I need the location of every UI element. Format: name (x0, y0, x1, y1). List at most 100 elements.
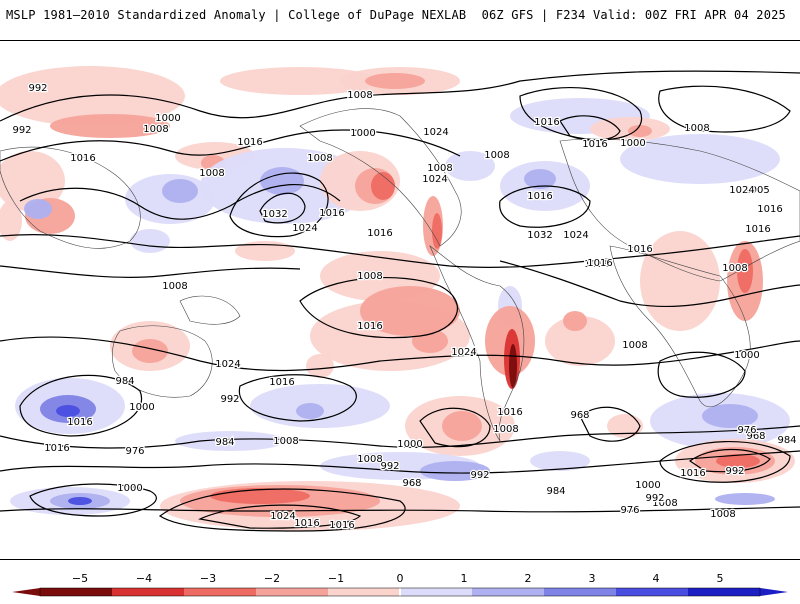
anomaly-region (360, 286, 460, 336)
isobar-label: 1016 (757, 204, 782, 215)
anomaly-region (0, 151, 65, 211)
anomaly-region (175, 431, 285, 451)
coastline (559, 138, 800, 282)
anomaly-region (130, 229, 170, 253)
isobar-label: 984 (115, 376, 134, 387)
isobar-label: 1008 (307, 153, 332, 164)
isobar-label: 1032 (527, 230, 552, 241)
anomaly-region (0, 201, 22, 241)
isobar-label: 1008 (622, 340, 647, 351)
colorbar-tick-label: 4 (653, 572, 660, 585)
isobar (19, 374, 143, 437)
isobar (499, 185, 591, 228)
anomaly-region (715, 493, 775, 505)
map-panel: 992 992 1008 1000 1016 1008 1016 1008 1000 1024 10… (0, 40, 800, 560)
isobar-label: 976 (737, 425, 756, 436)
colorbar-tick-label: 0 (397, 572, 404, 585)
isobar (158, 488, 406, 532)
colorbar-tick-label: −1 (328, 572, 344, 585)
isobar (238, 374, 357, 422)
isobar (658, 85, 791, 133)
colorbar-swatch (256, 588, 328, 596)
isobar-label: 1000 (117, 483, 142, 494)
isobar-label: 1008 (484, 150, 509, 161)
anomaly-region (524, 169, 556, 189)
anomaly-region (412, 329, 448, 353)
isobar-label: 1016 (367, 228, 392, 239)
isobar-label: 1008 (684, 123, 709, 134)
isobar-label: 1008 (427, 163, 452, 174)
isobar-label: 1016 (44, 443, 69, 454)
isobar (0, 425, 800, 449)
isobar-label: 1016 (269, 377, 294, 388)
isobar-label: 1024 (215, 359, 240, 370)
isobar-label: 1016 (587, 258, 612, 269)
colorbar-swatch (328, 588, 400, 596)
isobar (559, 115, 621, 141)
colorbar-tick-label: −3 (200, 572, 216, 585)
isobar-label: 1000 (635, 480, 660, 491)
isobar-label: 968 (746, 431, 765, 442)
colorbar-swatch (112, 588, 184, 596)
isobar-label: 1000 (350, 128, 375, 139)
isobar-label: 1024 (270, 511, 295, 522)
isobar-label: 1016 (357, 321, 382, 332)
colorbar-tick-label: −5 (72, 572, 88, 585)
isobar (197, 504, 362, 529)
isobar (0, 506, 800, 513)
anomaly-region (210, 488, 310, 504)
isobar-label: 1005 (744, 185, 769, 196)
isobar (0, 129, 461, 162)
isobar-label: 992 (220, 394, 239, 405)
isobar-label: 992 (645, 493, 664, 504)
isobar (0, 70, 800, 122)
isobar-label: 1024 (423, 127, 448, 138)
isobar (229, 172, 329, 238)
colorbar-swatch (688, 588, 760, 596)
isobar-label: 968 (570, 410, 589, 421)
isobar-label: 984 (546, 486, 565, 497)
isobar-label: 1016 (497, 407, 522, 418)
colorbar-tick-label: 5 (717, 572, 724, 585)
isobar-label: 992 (12, 125, 31, 136)
colorbar-tick-label: 3 (589, 572, 596, 585)
isobar-label: 992 (380, 461, 399, 472)
isobar-label: 1016 (319, 208, 344, 219)
anomaly-region (371, 172, 395, 200)
anomaly-region (445, 151, 495, 181)
isobar (688, 448, 771, 473)
isobar-label: 1000 (129, 402, 154, 413)
isobar (579, 406, 641, 442)
isobar-label: 1008 (347, 90, 372, 101)
colorbar-min-arrow (12, 588, 40, 596)
anomaly-region (56, 405, 80, 417)
anomaly-region (620, 134, 780, 184)
colorbar-tick-label: −4 (136, 572, 152, 585)
isobar-label: 984 (777, 435, 796, 446)
coastline (111, 325, 213, 398)
colorbar-ticks: −5 −4 −3 −2 −1 0 1 2 3 4 5 (72, 572, 724, 585)
colorbar-tick-label: −2 (264, 572, 280, 585)
anomaly-region (220, 67, 380, 95)
anomaly-region (737, 249, 753, 293)
map-title: MSLP 1981–2010 Standardized Anomaly | Co… (6, 8, 467, 22)
model-run-info: 06Z GFS | F234 Valid: 00Z FRI APR 04 202… (481, 8, 786, 22)
isobar-label: 1000 (397, 439, 422, 450)
isobar-label: 1024 (729, 185, 754, 196)
isobar-label: 1016 (582, 139, 607, 150)
colorbar-tick-label: 2 (525, 572, 532, 585)
isobar-label: 1016 (527, 191, 552, 202)
isobar-label: 1024 (292, 223, 317, 234)
colorbar: −5 −4 −3 −2 −1 0 1 2 3 4 5 (0, 560, 800, 600)
isobar (0, 234, 800, 268)
anomaly-region (420, 461, 490, 481)
colorbar-swatch (400, 588, 472, 596)
anomaly-region (545, 316, 615, 366)
isobar-label: 1016 (70, 153, 95, 164)
anomaly-region (716, 454, 760, 468)
isobar-label: 1016 (584, 259, 609, 270)
isobar (0, 450, 800, 474)
anomaly-region (306, 354, 334, 378)
colorbar-bar (12, 587, 788, 597)
